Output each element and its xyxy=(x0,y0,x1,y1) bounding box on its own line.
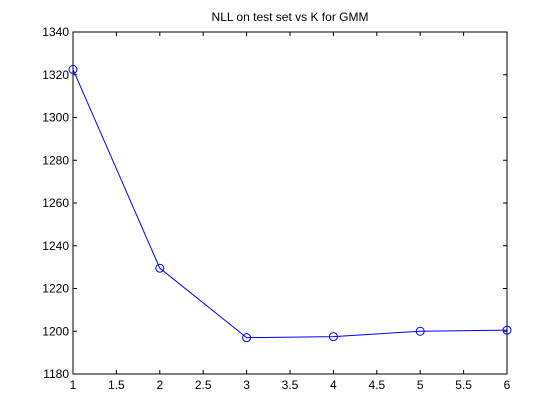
x-tick-label: 4 xyxy=(330,378,337,392)
x-tick-label: 1 xyxy=(70,378,77,392)
y-tick-label: 1340 xyxy=(42,25,69,39)
data-point xyxy=(328,332,338,342)
data-point xyxy=(242,333,252,343)
y-tick-label: 1280 xyxy=(42,153,69,167)
y-tick-label: 1180 xyxy=(43,367,69,381)
y-tick-label: 1320 xyxy=(42,68,69,82)
y-tick-label: 1200 xyxy=(42,324,69,338)
x-tick-label: 2 xyxy=(156,378,163,392)
data-point xyxy=(415,326,425,336)
data-point xyxy=(155,263,165,273)
x-tick-label: 4.5 xyxy=(368,378,385,392)
x-tick-label: 2.5 xyxy=(195,378,212,392)
chart-title: NLL on test set vs K for GMM xyxy=(212,10,369,24)
y-tick-label: 1300 xyxy=(42,111,69,125)
x-tick-label: 3.5 xyxy=(282,378,299,392)
y-tick-label: 1220 xyxy=(42,282,69,296)
x-tick-label: 5 xyxy=(417,378,424,392)
x-tick-label: 3 xyxy=(243,378,250,392)
y-tick-label: 1240 xyxy=(42,239,69,253)
axes-box xyxy=(72,31,508,375)
series-layer xyxy=(68,64,512,343)
ticks-layer: 1 1.5 2 2.5 3 3.5 4 4.5 5 5.5 6 1180 1200 1220 1240 126… xyxy=(42,25,510,392)
x-tick-label: 6 xyxy=(504,378,511,392)
x-tick-label: 1.5 xyxy=(108,378,125,392)
x-tick-label: 5.5 xyxy=(455,378,472,392)
y-tick-label: 1260 xyxy=(42,196,69,210)
series-line xyxy=(72,69,508,339)
data-point xyxy=(502,325,512,335)
data-point xyxy=(68,64,78,74)
